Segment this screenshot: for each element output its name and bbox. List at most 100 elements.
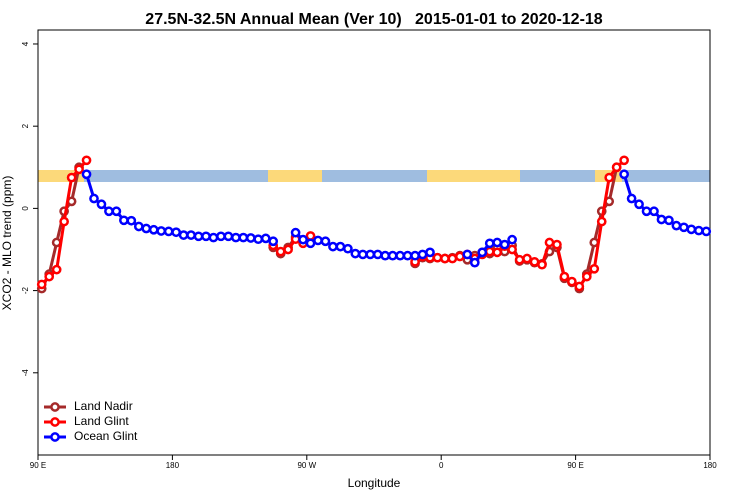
point [216,231,226,242]
point [350,248,361,259]
point [343,243,353,254]
point [484,238,495,249]
point [298,234,308,245]
point [320,236,331,247]
point [492,237,503,248]
point [148,224,159,235]
point [245,233,256,243]
point [357,249,368,260]
point [693,225,704,236]
point [559,271,570,282]
point [469,257,480,268]
point [432,252,443,263]
y-tick-label: 2 [21,123,30,128]
point [589,263,600,274]
point [581,271,592,282]
point [59,216,69,227]
legend-marker [50,417,60,427]
point [171,227,181,238]
point [275,246,286,257]
point [440,253,450,264]
point [141,223,152,234]
y-axis-label: XCO2 - MLO trend (ppm) [0,176,14,311]
plot-frame [37,29,711,456]
point [372,249,383,260]
point [477,247,488,258]
point [492,247,503,258]
point [619,155,629,166]
point [410,250,420,261]
point [544,237,555,248]
point [231,232,241,243]
point [328,241,338,252]
point [455,251,465,262]
point [104,206,114,217]
y-tick-label: 0 [21,206,30,211]
chart-title: 27.5N-32.5N Annual Mean (Ver 10) 2015-01… [145,11,603,28]
point [679,222,689,233]
point [193,231,204,242]
point [126,215,137,226]
map-strip [38,170,710,182]
point [163,226,174,237]
x-tick-label: 180 [166,461,180,470]
legend-label: Ocean Glint [74,429,138,443]
point [507,234,517,245]
point [178,230,189,240]
point [596,216,607,227]
point [671,220,682,231]
point [119,215,129,226]
point [81,169,92,180]
point [619,169,629,180]
point [395,250,405,261]
x-tick-label: 180 [703,461,717,470]
x-tick-label: 90 E [567,461,583,470]
x-tick-label: 90 W [297,461,316,470]
point [641,206,652,217]
point [283,244,293,255]
point [268,236,279,247]
point [305,238,316,249]
point [290,227,301,238]
legend-label: Land Nadir [74,399,133,413]
legend-marker [50,402,60,412]
point [89,193,99,204]
legend-label: Land Glint [74,414,129,428]
point [380,250,391,261]
point [567,276,577,287]
point [484,246,495,257]
point [66,172,77,183]
point [507,244,517,255]
point [96,199,107,210]
point [574,281,585,292]
y-tick-label: 4 [21,41,30,46]
point [335,241,346,252]
point [201,231,211,242]
point [44,271,55,282]
point [447,253,458,264]
point [462,249,473,260]
point [634,199,644,210]
point [81,155,92,166]
point [611,162,622,173]
point [402,250,413,261]
point [686,224,697,235]
x-axis-label: Longitude [348,476,401,490]
point [223,231,234,242]
y-tick-label: -2 [21,286,30,294]
point [499,239,510,250]
point [604,172,615,183]
point [701,226,712,237]
point [656,214,667,225]
point [156,226,167,236]
point [529,256,540,267]
point [552,239,562,250]
point [365,249,376,260]
point [313,235,323,246]
point [417,249,428,260]
point [537,259,547,270]
point [387,250,398,261]
point [522,253,532,264]
x-tick-label: 0 [439,461,444,470]
